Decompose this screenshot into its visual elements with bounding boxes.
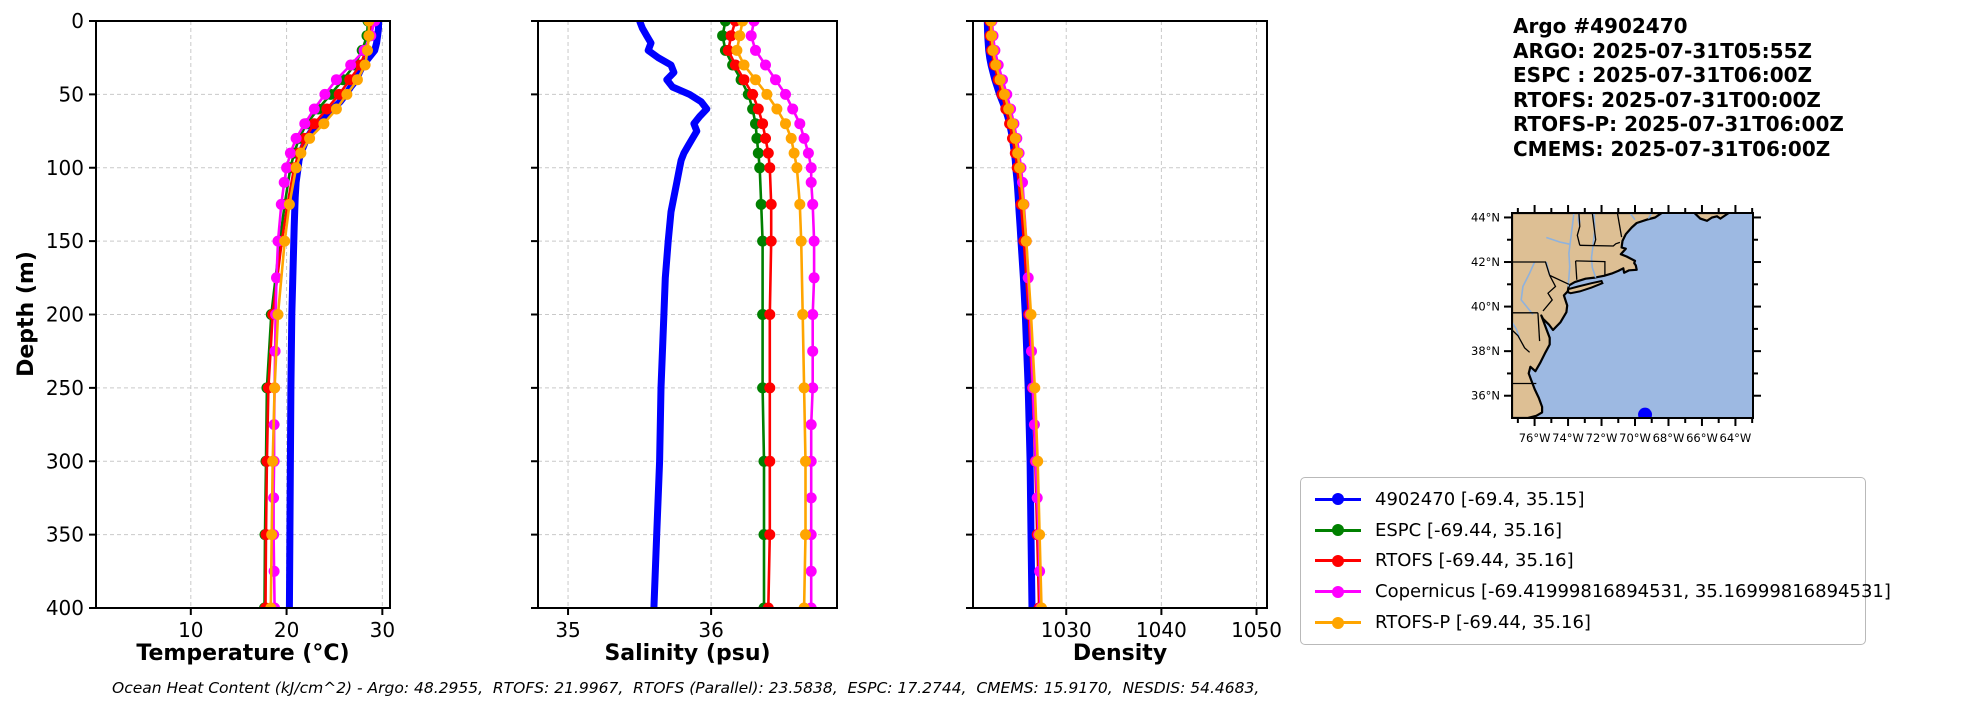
y-tick-label: 350: [46, 523, 84, 547]
river: [1512, 321, 1521, 339]
map-lon-label: 74°W: [1552, 431, 1584, 445]
depth-axis-label: Depth (m): [14, 251, 39, 377]
title-line: CMEMS: 2025-07-31T06:00Z: [1513, 136, 1831, 161]
state-border: [1576, 213, 1581, 246]
river: [1546, 236, 1570, 245]
river: [1567, 213, 1575, 287]
legend-label: RTOFS [-69.44, 35.16]: [1375, 550, 1574, 572]
legend-item: RTOFS-P [-69.44, 35.16]: [1315, 608, 1865, 637]
map-lon-label: 64°W: [1720, 431, 1752, 445]
y-tick-label: 300: [46, 449, 84, 473]
x-tick-label: 1050: [1231, 618, 1282, 642]
ocean-heat-content-caption: Ocean Heat Content (kJ/cm^2) - Argo: 48.…: [112, 679, 1260, 697]
state-border: [1591, 213, 1597, 246]
legend: 4902470 [-69.4, 35.15] ESPC [-69.44, 35.1…: [1300, 477, 1891, 645]
legend-label: 4902470 [-69.4, 35.15]: [1375, 488, 1585, 510]
x-tick-label: 35: [555, 618, 580, 642]
title-line: ARGO: 2025-07-31T05:55Z: [1513, 38, 1812, 63]
map-lat-label: 40°N: [1471, 300, 1500, 314]
y-tick-label: 250: [46, 376, 84, 400]
y-tick-label: 200: [46, 303, 84, 327]
title-line: Argo #4902470: [1513, 14, 1688, 38]
y-tick-label: 400: [46, 596, 84, 620]
map-lat-label: 36°N: [1471, 389, 1500, 403]
x-tick-label: 30: [370, 618, 395, 642]
map-lat-label: 42°N: [1471, 255, 1500, 269]
legend-item: ESPC [-69.44, 35.16]: [1315, 516, 1865, 545]
map-lon-label: 76°W: [1519, 431, 1551, 445]
state-border: [1574, 260, 1578, 280]
map-lat-label: 38°N: [1471, 344, 1500, 358]
title-line: RTOFS: 2025-07-31T00:00Z: [1513, 87, 1821, 112]
state-border: [1537, 312, 1541, 342]
state-border: [1512, 261, 1551, 276]
series-4902470: [636, 21, 711, 608]
title-line: ESPC : 2025-07-31T06:00Z: [1513, 63, 1813, 88]
location-map: 44°N 42°N 40°N 38°N 36°N 76°W 74°W 72°W 70°W 68°W…: [1471, 205, 1761, 445]
legend-item: RTOFS [-69.44, 35.16]: [1315, 546, 1865, 575]
x-axis-title: Density: [1073, 641, 1167, 666]
legend-item: Copernicus [-69.41999816894531, 35.16999…: [1315, 577, 1891, 606]
title-block: Argo #4902470 ARGO: 2025-07-31T05:55Z ESPC…: [1513, 14, 1844, 162]
legend-item: 4902470 [-69.4, 35.15]: [1315, 485, 1865, 514]
river: [1629, 213, 1636, 221]
float-position-marker: [1638, 407, 1653, 418]
density-profile: 1030 1040 1050 Density: [966, 20, 1282, 666]
y-tick-label: 0: [71, 9, 84, 33]
state-border: [1575, 260, 1606, 276]
legend-label: RTOFS-P [-69.44, 35.16]: [1375, 612, 1591, 634]
legend-marker-icon: [1315, 523, 1361, 537]
state-border: [1512, 329, 1531, 353]
x-tick-label: 1040: [1136, 618, 1187, 642]
x-tick-label: 10: [178, 618, 203, 642]
legend-marker-icon: [1315, 554, 1361, 568]
map-lon-label: 70°W: [1619, 431, 1651, 445]
x-axis-title: Salinity (psu): [604, 641, 770, 666]
state-border: [1542, 275, 1557, 312]
x-axis-title: Temperature (°C): [136, 641, 349, 666]
state-border: [1579, 241, 1621, 247]
legend-marker-icon: [1315, 585, 1361, 599]
state-border: [1616, 213, 1623, 238]
river: [1590, 213, 1597, 278]
legend-marker-icon: [1315, 616, 1361, 630]
map-lon-label: 68°W: [1653, 431, 1685, 445]
legend-marker-icon: [1315, 492, 1361, 506]
x-tick-label: 1030: [1041, 618, 1092, 642]
river: [1520, 261, 1536, 315]
x-tick-label: 20: [274, 618, 299, 642]
y-tick-label: 150: [46, 229, 84, 253]
legend-label: Copernicus [-69.41999816894531, 35.16999…: [1375, 581, 1891, 603]
map-lon-label: 66°W: [1686, 431, 1718, 445]
legend-label: ESPC [-69.44, 35.16]: [1375, 519, 1562, 541]
title-line: RTOFS-P: 2025-07-31T06:00Z: [1513, 112, 1844, 137]
y-tick-label: 50: [59, 82, 84, 106]
temperature-profile: 10 20 30050100150200250300350400Temperatur…: [46, 9, 395, 666]
state-border: [1549, 274, 1570, 285]
x-tick-label: 36: [698, 618, 723, 642]
map-lat-label: 44°N: [1471, 210, 1500, 224]
map-lon-label: 72°W: [1586, 431, 1618, 445]
y-tick-label: 100: [46, 156, 84, 180]
